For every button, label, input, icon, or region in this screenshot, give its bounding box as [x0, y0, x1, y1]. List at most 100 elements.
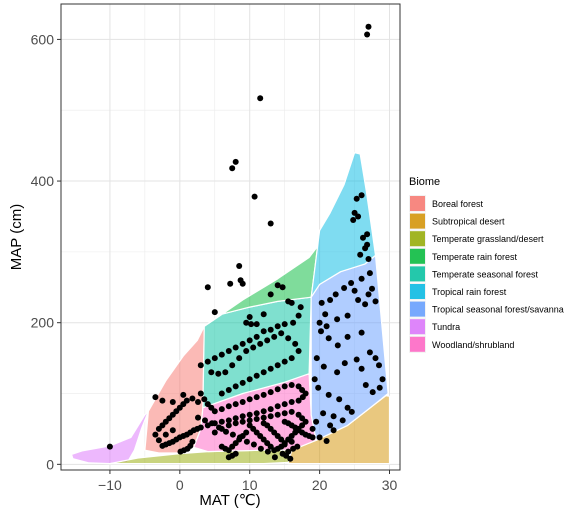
- x-tick-label: 20: [312, 477, 328, 493]
- data-point: [195, 399, 201, 405]
- data-point: [295, 397, 302, 404]
- data-point: [251, 193, 258, 200]
- data-point: [274, 403, 281, 410]
- data-point: [218, 418, 225, 425]
- data-point: [366, 349, 373, 356]
- data-point: [204, 284, 211, 291]
- data-point: [239, 399, 246, 405]
- legend-swatch-tundra: [410, 319, 425, 335]
- data-point: [232, 344, 239, 351]
- data-point: [253, 372, 260, 379]
- data-point: [376, 384, 383, 391]
- data-point: [218, 443, 225, 450]
- data-point: [260, 391, 267, 398]
- legend-label-tundra: Tundra: [432, 322, 460, 332]
- data-point: [260, 328, 267, 335]
- data-point: [344, 333, 351, 340]
- data-point: [353, 356, 360, 363]
- data-point: [318, 299, 325, 306]
- data-point: [209, 420, 215, 427]
- legend-swatch-boreal-forest: [410, 196, 425, 211]
- data-point: [267, 220, 274, 227]
- data-point: [330, 427, 337, 434]
- data-point: [232, 420, 239, 427]
- data-point: [279, 284, 286, 291]
- data-point: [260, 414, 267, 421]
- y-axis-ticks: 0 200 400 600: [31, 31, 61, 472]
- data-point: [288, 355, 295, 362]
- data-point: [250, 441, 257, 448]
- data-point: [218, 406, 225, 413]
- legend-swatch-woodland-shrubland: [410, 336, 425, 352]
- data-point: [309, 434, 316, 441]
- data-point: [211, 408, 218, 415]
- data-point: [334, 369, 341, 376]
- data-point: [323, 323, 330, 330]
- data-point: [362, 301, 369, 308]
- data-point: [218, 390, 225, 397]
- data-point: [253, 333, 260, 340]
- data-point: [351, 287, 358, 294]
- data-point: [358, 329, 365, 336]
- data-point: [278, 330, 285, 337]
- data-points: [106, 23, 386, 462]
- data-point: [358, 365, 365, 372]
- data-point: [281, 401, 288, 408]
- data-point: [152, 431, 159, 438]
- data-point: [341, 285, 348, 291]
- data-point: [106, 443, 113, 450]
- legend-label-temperate-rain-forest: Temperate rain forest: [432, 252, 518, 262]
- data-point: [369, 389, 376, 396]
- y-tick-label: 600: [31, 31, 55, 47]
- data-point: [348, 280, 355, 286]
- region-temperate-rain-forest: [203, 230, 321, 327]
- data-point: [236, 355, 243, 362]
- data-point: [297, 304, 304, 311]
- data-point: [239, 418, 246, 425]
- legend-label-woodland-shrubland: Woodland/shrubland: [432, 340, 514, 350]
- data-point: [274, 362, 281, 369]
- legend: Biome Boreal forest Subtropical desert Tem…: [409, 176, 564, 353]
- data-point: [264, 448, 271, 455]
- legend-title: Biome: [409, 176, 440, 188]
- data-point: [211, 309, 218, 316]
- data-point: [260, 420, 267, 427]
- data-point: [313, 418, 320, 425]
- data-point: [369, 285, 375, 292]
- data-point: [267, 406, 274, 413]
- data-point: [295, 348, 302, 354]
- data-point: [288, 382, 295, 388]
- data-point: [197, 362, 204, 369]
- data-point: [223, 428, 229, 435]
- data-point: [177, 448, 184, 455]
- x-axis-ticks: −10 0 10 20 30: [98, 470, 398, 493]
- data-point: [316, 319, 323, 326]
- data-point: [155, 437, 162, 444]
- data-point: [295, 312, 302, 319]
- data-point: [344, 404, 351, 411]
- data-point: [281, 441, 288, 448]
- data-point: [239, 280, 246, 287]
- data-point: [239, 379, 246, 386]
- data-point: [364, 241, 371, 248]
- data-point: [274, 282, 281, 289]
- data-point: [227, 280, 234, 287]
- data-point: [246, 376, 253, 383]
- data-point: [253, 410, 260, 417]
- data-point: [246, 422, 253, 429]
- data-point: [344, 312, 351, 319]
- data-point: [339, 417, 346, 424]
- data-point: [250, 344, 257, 351]
- data-point: [225, 403, 232, 410]
- x-tick-label: 30: [382, 477, 398, 493]
- data-point: [358, 275, 365, 282]
- data-point: [246, 396, 253, 403]
- legend-swatch-subtropical-desert: [410, 213, 425, 229]
- data-point: [288, 438, 295, 445]
- data-point: [159, 442, 166, 449]
- legend-label-temperate-grassland-desert: Temperate grassland/desert: [432, 234, 544, 244]
- data-point: [325, 391, 332, 398]
- data-point: [253, 321, 260, 328]
- data-point: [232, 401, 239, 408]
